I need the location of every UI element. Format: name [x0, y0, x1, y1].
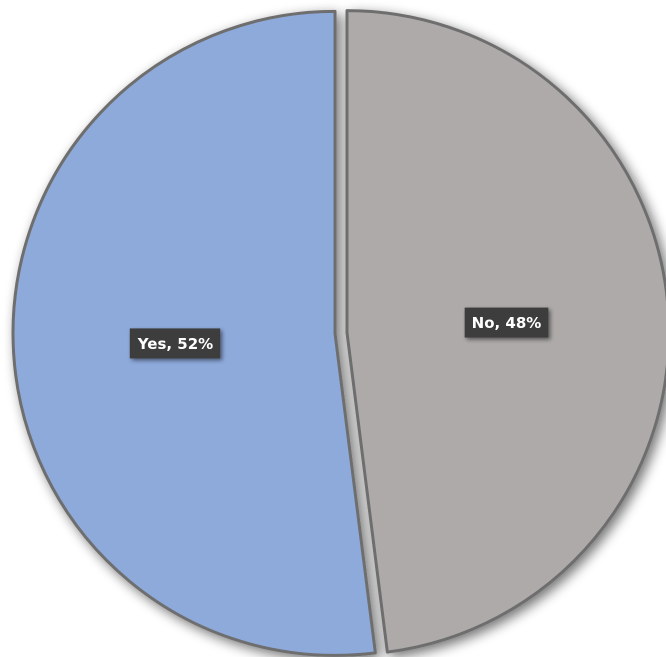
data-label: No, 48%	[464, 307, 549, 338]
data-label-box	[464, 307, 549, 338]
data-label-box	[129, 328, 221, 359]
data-label-text: No, 48%	[472, 314, 542, 332]
data-label-text: Yes, 52%	[137, 335, 213, 353]
pie	[11, 9, 666, 657]
data-label: Yes, 52%	[129, 328, 221, 359]
